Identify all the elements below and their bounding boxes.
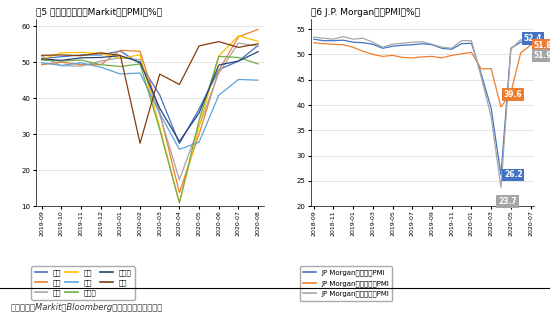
Text: 26.2: 26.2 bbox=[504, 170, 522, 180]
Text: 51.9: 51.9 bbox=[534, 51, 550, 60]
Text: 图5 世界各主要国家Markit综合PMI（%）: 图5 世界各主要国家Markit综合PMI（%） bbox=[36, 8, 162, 17]
Legend: JP Morgan全球综合PMI, JP Morgan全球制造业PMI, JP Morgan全球服务业PMI: JP Morgan全球综合PMI, JP Morgan全球制造业PMI, JP … bbox=[300, 266, 393, 301]
Text: 图6 J.P. Morgan全球PMI（%）: 图6 J.P. Morgan全球PMI（%） bbox=[311, 8, 420, 17]
Text: 23.7: 23.7 bbox=[498, 197, 517, 206]
Text: 39.6: 39.6 bbox=[504, 90, 522, 99]
Text: 数据来源：Markit，Bloomberg，中航证券金融研究所: 数据来源：Markit，Bloomberg，中航证券金融研究所 bbox=[11, 303, 163, 312]
Legend: 美国, 英国, 德国, 法国, 日本, 意大利, 俄罗斯, 中国: 美国, 英国, 德国, 法国, 日本, 意大利, 俄罗斯, 中国 bbox=[31, 266, 135, 300]
Text: 51.8: 51.8 bbox=[534, 41, 550, 50]
Text: 52.4: 52.4 bbox=[524, 34, 542, 43]
